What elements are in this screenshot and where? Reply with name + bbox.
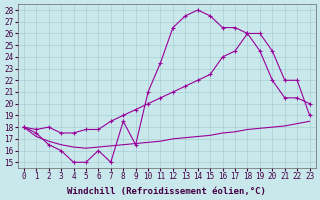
X-axis label: Windchill (Refroidissement éolien,°C): Windchill (Refroidissement éolien,°C) — [67, 187, 266, 196]
